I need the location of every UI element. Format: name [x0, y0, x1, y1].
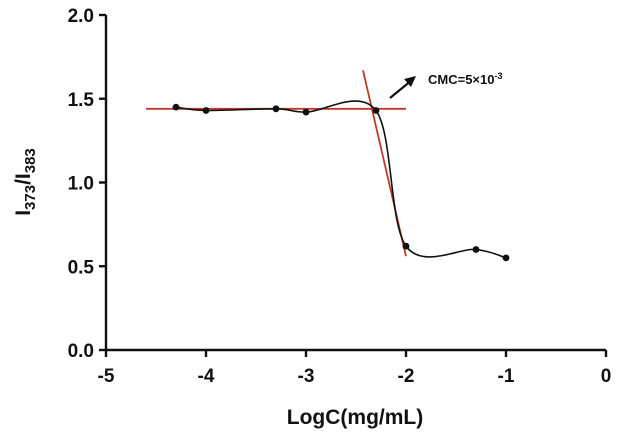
y-axis-title: I373/I383 — [12, 148, 39, 216]
x-tick-label: -1 — [498, 366, 515, 387]
cmc-annotation: CMC=5×10-3 — [389, 71, 503, 99]
series-line — [175, 100, 507, 259]
y-tick-label: 1.0 — [68, 174, 94, 195]
data-point — [372, 107, 380, 114]
axes: -5 -4 -3 -2 -1 0 0.0 0.5 1.0 1.5 2.0 — [68, 6, 612, 387]
y-axis-title-main: I — [12, 210, 35, 216]
y-tick-label: 2.0 — [68, 6, 94, 27]
y-axis-title-sub2: 383 — [22, 148, 39, 173]
cmc-label: CMC=5×10-3 — [428, 71, 503, 87]
data-point — [402, 242, 410, 250]
x-tick-label: -2 — [398, 366, 415, 387]
data-point — [472, 246, 480, 253]
fit-lines — [146, 70, 407, 257]
x-axis-title: LogC(mg/mL) — [287, 406, 423, 429]
x-tick-label: -5 — [98, 366, 115, 387]
data-point — [302, 108, 310, 116]
data-series — [172, 100, 510, 262]
y-axis-title-sep: /I — [12, 173, 35, 185]
y-axis-title-sub1: 373 — [22, 185, 39, 210]
data-point — [502, 254, 510, 262]
annotation-arrow-head — [404, 76, 416, 87]
x-tick-label: -3 — [298, 366, 315, 387]
data-point — [172, 103, 180, 111]
y-tick-label: 1.5 — [68, 90, 95, 111]
x-tick-label: -4 — [198, 366, 215, 387]
x-tick-label: 0 — [601, 366, 612, 387]
data-point — [202, 107, 210, 114]
cmc-label-main: CMC=5×10 — [428, 72, 494, 87]
cmc-label-sup: -3 — [494, 71, 502, 81]
y-tick-label: 0.5 — [68, 257, 95, 278]
data-point — [272, 105, 280, 113]
y-tick-label: 0.0 — [68, 341, 94, 362]
